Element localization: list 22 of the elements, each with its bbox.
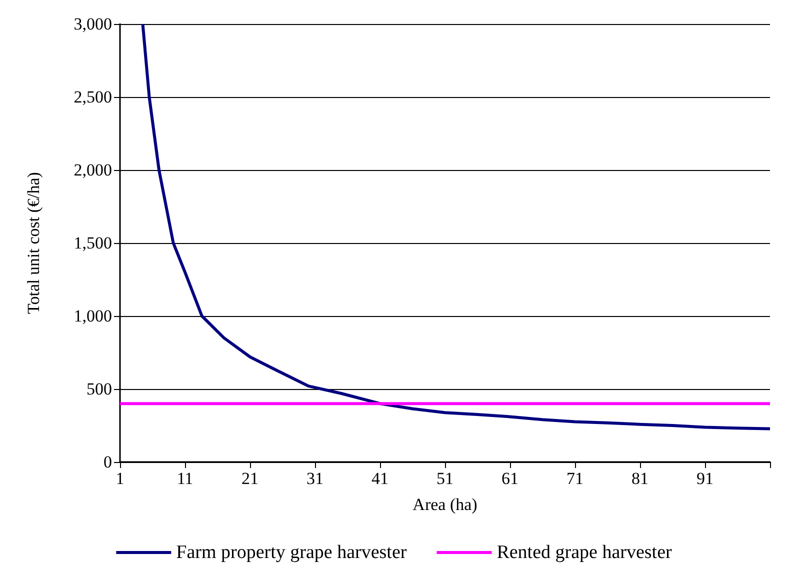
y-tick-label: 1,500 — [74, 234, 112, 252]
x-tick-label: 91 — [696, 469, 714, 488]
x-axis-title: Area (ha) — [412, 495, 478, 514]
x-tick-label: 81 — [632, 469, 648, 488]
y-tick-label: 2,500 — [74, 88, 112, 106]
line-series — [141, 22, 772, 430]
y-tick-label: 2,000 — [74, 160, 112, 180]
x-tick-label: 61 — [502, 469, 518, 488]
x-tick-label: 21 — [242, 469, 258, 488]
y-tick-label: 3,000 — [74, 14, 112, 34]
y-tick-label: 500 — [86, 380, 112, 398]
y-axis-title: Total unit cost (€/ha) — [24, 172, 43, 314]
y-tick-label: 1,000 — [74, 306, 112, 326]
y-tick-label: 0 — [104, 452, 112, 472]
legend-label: Rented grape harvester — [496, 542, 673, 563]
x-tick-label: 31 — [306, 469, 324, 488]
x-tick-label: 1 — [116, 469, 124, 488]
x-tick-label: 41 — [372, 469, 388, 488]
legend-label: Farm property grape harvester — [176, 542, 408, 563]
x-tick-label: 71 — [566, 469, 584, 488]
x-tick-label: 51 — [436, 469, 454, 488]
x-tick-label: 11 — [176, 469, 194, 488]
